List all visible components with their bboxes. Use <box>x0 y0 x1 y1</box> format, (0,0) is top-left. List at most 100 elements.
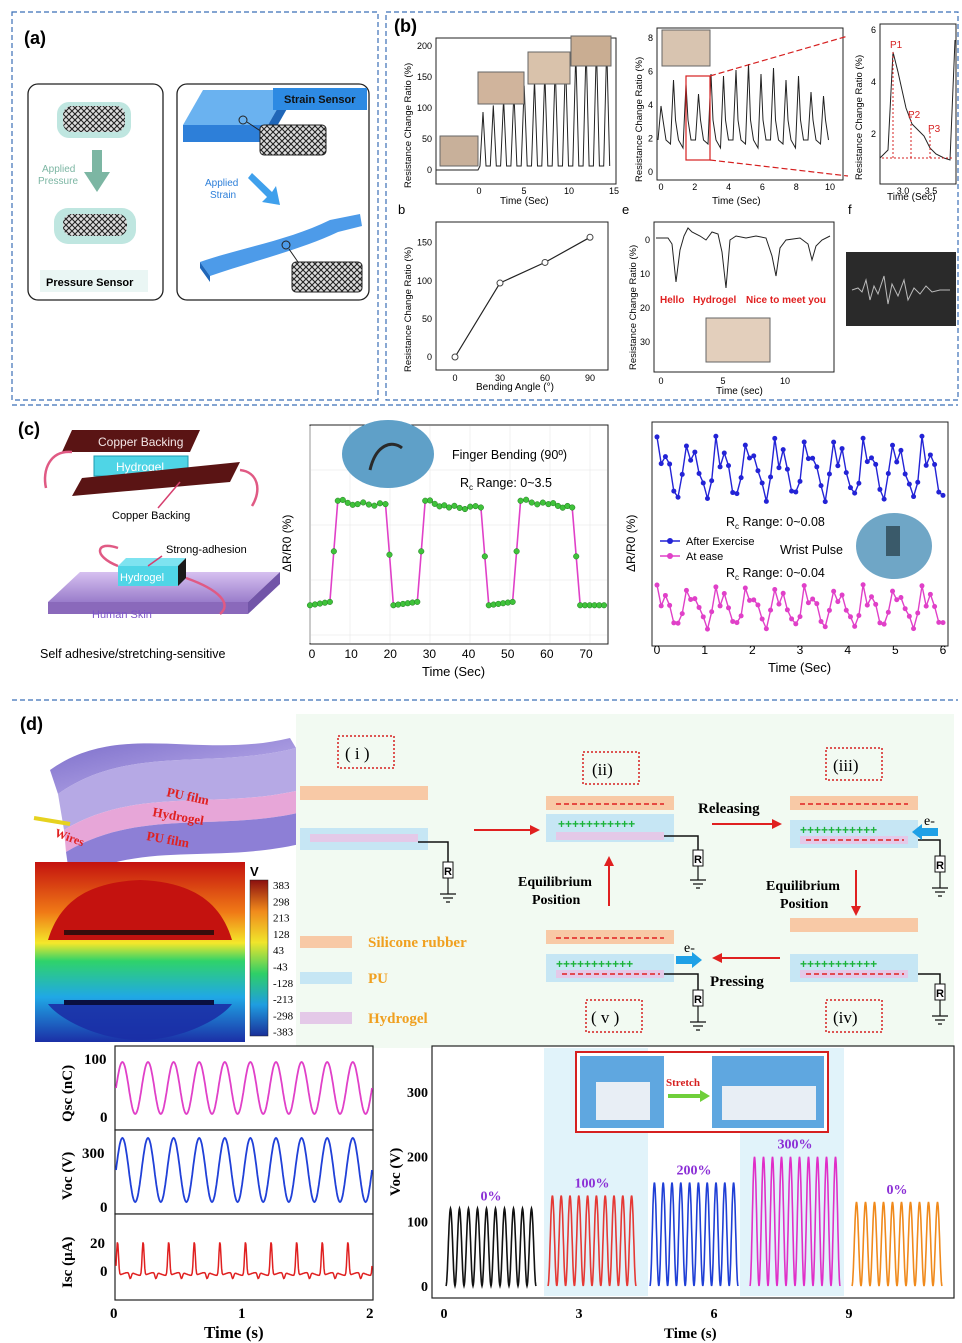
panel-label-c: (c) <box>18 419 40 439</box>
d-voc-tick-0: 0 <box>100 1200 108 1216</box>
b5-xlabel: Time (sec) <box>716 386 763 397</box>
b5-series-line <box>656 227 831 289</box>
d-voc-ylabel: Voc (V) <box>388 1148 404 1196</box>
applied-pressure-label-2: Pressure <box>38 176 78 187</box>
cbar-tick-0: 383 <box>273 880 290 892</box>
c1-point-14 <box>376 500 383 507</box>
d-plus-row-v: +++++++++++ <box>556 957 633 971</box>
c1-xticks-4: 40 <box>462 647 476 661</box>
c2-points-pink-28 <box>772 586 778 592</box>
d-stack-xtick-1: 1 <box>238 1306 246 1322</box>
c2-points-pink-30 <box>780 590 786 596</box>
c2-points-blue-14 <box>713 433 719 439</box>
c1-grid <box>309 426 607 643</box>
c2-points-pink-40 <box>822 624 828 630</box>
c1-xticks-6: 60 <box>540 647 554 661</box>
c2-points-pink-11 <box>700 614 706 620</box>
panel-c-schematic: Copper Backing Hydrogel Copper Backing H… <box>40 430 280 661</box>
b5-tag: e <box>622 202 629 217</box>
c2-xlabel: Time (Sec) <box>768 660 831 675</box>
c2-points-pink-39 <box>818 618 824 624</box>
panel-label-d: (d) <box>20 714 43 734</box>
c2-points-blue-22 <box>747 455 753 461</box>
d-colorbar-unit: V <box>250 864 259 879</box>
c2-points-pink-5 <box>675 620 681 626</box>
c1-point-35 <box>477 504 484 511</box>
d-stack-xlabel: Time (s) <box>204 1323 264 1342</box>
c2-points-pink-36 <box>805 600 811 606</box>
panel-label-b: (b) <box>394 16 417 36</box>
c2-points-blue-62 <box>915 479 921 485</box>
c1-point-1 <box>311 601 319 608</box>
c2-points-blue-59 <box>902 471 908 477</box>
c2-points-pink-18 <box>730 618 736 624</box>
c2-points-blue-1 <box>658 461 664 467</box>
c2-points-pink-45 <box>843 607 849 613</box>
b5-xticks-1: 5 <box>720 376 725 386</box>
d-equilibrium-left-2: Position <box>532 893 580 908</box>
b2-xticks: 0 2 4 6 8 10 <box>658 182 835 192</box>
c2-points-pink-67 <box>936 619 942 625</box>
c2-points-pink-9 <box>692 596 698 602</box>
c2-points-pink-68 <box>940 620 946 626</box>
voc-series-3 <box>749 1156 841 1287</box>
d-resistor-ii: R <box>694 854 702 866</box>
c2-points-blue-0 <box>654 434 660 440</box>
c1-xticks: 0 10 20 30 40 50 60 70 <box>309 647 593 661</box>
c2-xticks-2: 2 <box>749 643 756 657</box>
c1-point-25 <box>426 497 434 504</box>
b1-photo-2 <box>477 71 525 105</box>
c2-points-pink-65 <box>927 591 933 597</box>
b4-xticks: 0 30 60 90 <box>452 373 595 383</box>
c1-point-31 <box>456 504 463 511</box>
b4-points <box>451 233 594 361</box>
c2-points-blue-7 <box>683 443 689 449</box>
c1-xticks-5: 50 <box>501 647 515 661</box>
b4-point-0 <box>451 353 459 361</box>
c2-points-blue-21 <box>742 442 748 448</box>
c2-points-blue-61 <box>911 494 917 500</box>
b3-yticks-2: 2 <box>871 129 876 139</box>
b1-yticks-4: 0 <box>427 165 432 175</box>
d-voc-series <box>115 1136 373 1204</box>
b5-yticks-0: 0 <box>645 235 650 245</box>
b2-xticks-4: 8 <box>794 182 799 192</box>
c2-points-pink-4 <box>671 620 677 626</box>
b1-photo-4 <box>570 35 612 67</box>
b2-xticks-0: 0 <box>658 182 663 192</box>
c2-points-blue-66 <box>932 461 938 467</box>
cbar-tick-1: 298 <box>273 896 290 908</box>
b4-xtick-2: 60 <box>540 373 550 383</box>
c2-points-blue-27 <box>768 474 774 480</box>
c2-points-pink-46 <box>847 614 853 620</box>
b1-xticks-1: 5 <box>521 186 526 196</box>
c1-xticks-7: 70 <box>579 647 593 661</box>
c1-point-4 <box>326 598 333 605</box>
c2-points-after-exercise <box>654 433 946 505</box>
c2-points-blue-10 <box>696 470 702 476</box>
c2-points-pink-14 <box>713 584 719 590</box>
voc-ytick-2: 200 <box>407 1151 428 1166</box>
voc-series-2 <box>649 1182 739 1287</box>
c2-xticks-3: 3 <box>797 643 804 657</box>
c2-points-pink-8 <box>688 596 694 602</box>
c2-points-blue-38 <box>814 464 820 470</box>
b4-series-line <box>454 236 591 358</box>
voc-strain-label-4: 0% <box>887 1183 908 1198</box>
c2-points-blue-15 <box>717 464 723 470</box>
b2-yticks: 8 6 4 2 0 <box>648 33 653 177</box>
c1-point-11 <box>360 499 367 506</box>
c2-points-blue-6 <box>679 471 685 477</box>
b2-yticks-1: 6 <box>648 67 653 77</box>
c2-points-pink-64 <box>923 603 929 609</box>
voc-ytick-3: 300 <box>407 1086 428 1101</box>
c2-points-pink-49 <box>860 582 866 588</box>
c2-points-pink-23 <box>751 597 757 603</box>
b6-tag: f <box>848 202 852 217</box>
b4-xlabel: Bending Angle (°) <box>476 382 554 393</box>
c2-points-pink-63 <box>919 583 925 589</box>
c2-points-pink-31 <box>784 607 790 613</box>
b4-yticks: 0 50 100 150 <box>417 238 432 362</box>
c2-points-pink-10 <box>696 604 702 610</box>
c2-points-blue-45 <box>843 470 849 476</box>
